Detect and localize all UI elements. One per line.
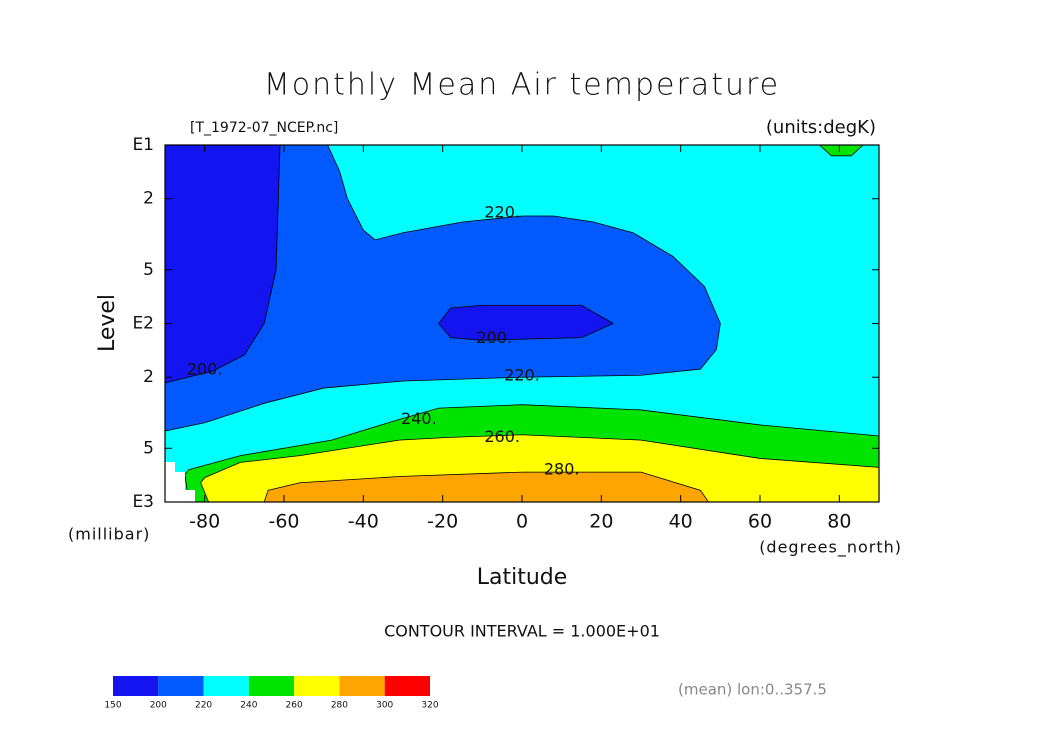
y-tick-label: E1 [132, 135, 154, 155]
x-unit: (degrees_north) [759, 538, 902, 558]
contour-region [164, 144, 721, 432]
note: (mean) lon:0..357.5 [678, 681, 827, 699]
overlay: 220. 200. 220. 200. 240. 260. 280. -80 -60 -40 -20… [132, 135, 879, 533]
x-tick-label: 80 [827, 511, 851, 533]
plot-frame [164, 144, 880, 503]
y-axis-label: Level [95, 294, 120, 352]
contour-label: 200. [476, 328, 512, 347]
contour-region [263, 471, 710, 503]
colorbar-cell [113, 676, 159, 696]
colorbar-label: 240 [240, 701, 257, 711]
colorbar-cell [294, 676, 340, 696]
colorbar-cell [203, 676, 249, 696]
colorbar-cell [384, 676, 430, 696]
contour-label: 220. [484, 202, 520, 221]
x-tick-label: 60 [748, 511, 772, 533]
y-tick-label: 2 [143, 189, 154, 209]
colorbar-label: 320 [421, 701, 438, 711]
contour-label: 280. [544, 459, 580, 478]
colorbar-label: 300 [376, 701, 393, 711]
y-tick-label: 5 [143, 438, 154, 458]
contour-label: 220. [504, 366, 540, 385]
y-tick-label: E2 [132, 314, 154, 334]
contour-label: 260. [484, 427, 520, 446]
x-axis-label: Latitude [477, 565, 568, 590]
x-tick-label: 40 [669, 511, 693, 533]
plot-area [164, 144, 880, 503]
y-tick-label: 2 [143, 367, 154, 387]
colorbar-label: 260 [286, 701, 303, 711]
subtitle: [T_1972-07_NCEP.nc] [190, 120, 338, 136]
x-tick-label: 0 [516, 511, 528, 533]
x-tick-label: -60 [268, 511, 299, 533]
colorbar-label: 280 [331, 701, 348, 711]
units: (units:degK) [766, 117, 876, 138]
contour-region [438, 304, 615, 341]
colorbar-cell [158, 676, 204, 696]
colorbar-cell [339, 676, 385, 696]
x-tick-label: -40 [348, 511, 379, 533]
contour-label: 200. [187, 359, 223, 378]
footer: CONTOUR INTERVAL = 1.000E+01 [384, 622, 660, 641]
chart-title: Monthly Mean Air temperature [264, 68, 780, 103]
y-tick-label: E3 [132, 492, 154, 512]
contour-label: 240. [401, 409, 437, 428]
colorbar-label: 200 [150, 701, 167, 711]
x-tick-label: -80 [189, 511, 220, 533]
colorbar-label: 150 [104, 701, 121, 711]
x-tick-label: 20 [589, 511, 613, 533]
missing-data [165, 462, 195, 502]
y-tick-label: 5 [143, 260, 154, 280]
contour-region [164, 144, 281, 384]
x-tick-label: -20 [427, 511, 458, 533]
colorbar-label: 220 [195, 701, 212, 711]
y-unit: (millibar) [68, 525, 150, 544]
colorbar-cell [248, 676, 295, 696]
